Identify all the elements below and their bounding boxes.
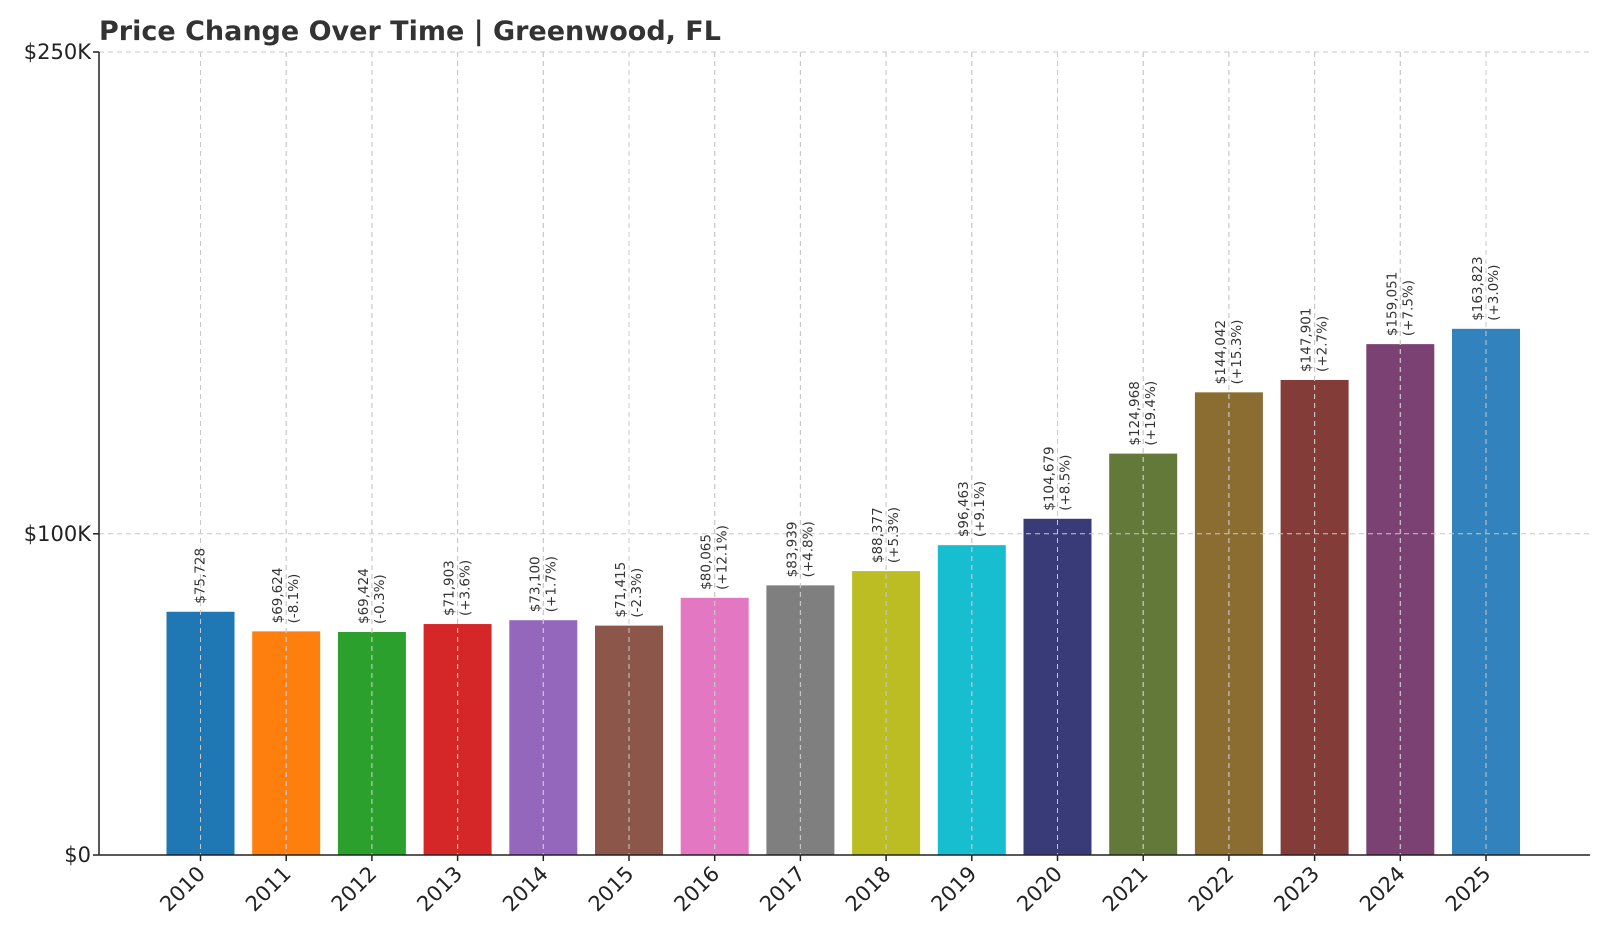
value-label: $71,415 [613, 562, 629, 618]
x-tick-label: 2025 [1441, 862, 1496, 917]
bar-2016 [680, 597, 749, 855]
change-label: (+12.1%) [715, 525, 731, 590]
value-label: $147,901 [1299, 308, 1315, 372]
value-label: $83,939 [784, 522, 800, 578]
value-label: $96,463 [956, 481, 972, 537]
change-label: (+3.6%) [458, 560, 474, 616]
x-tick-label: 2011 [241, 862, 296, 917]
change-label: (-0.3%) [372, 574, 388, 624]
bar-2024 [1366, 344, 1435, 855]
bar-2010 [166, 611, 235, 855]
value-label: $163,823 [1470, 256, 1486, 320]
value-label: $69,624 [270, 568, 286, 624]
value-label: $88,377 [870, 507, 886, 563]
change-label: (-8.1%) [286, 574, 302, 624]
x-tick-label: 2014 [498, 862, 553, 917]
x-tick-label: 2024 [1355, 862, 1410, 917]
chart-title: Price Change Over Time | Greenwood, FL [99, 16, 721, 47]
change-label: (+5.3%) [886, 507, 902, 563]
value-label: $159,051 [1384, 272, 1400, 336]
value-label: $104,679 [1042, 446, 1058, 510]
change-label: (-2.3%) [629, 568, 645, 618]
data-label-layer: $75,728 $69,624 (-8.1%) $69,424 (-0.3%) $71,9… [193, 256, 1503, 624]
change-label: (+9.1%) [972, 481, 988, 537]
x-tick-label: 2018 [841, 862, 896, 917]
change-label: (+8.5%) [1058, 455, 1074, 511]
x-tick-label: 2016 [669, 862, 724, 917]
y-tick-label: $0 [64, 843, 91, 867]
x-tick-label: 2010 [155, 862, 210, 917]
change-label: (+15.3%) [1229, 320, 1245, 385]
value-label: $75,728 [193, 548, 209, 604]
value-label: $80,065 [699, 534, 715, 590]
change-label: (+2.7%) [1315, 316, 1331, 372]
change-label: (+19.4%) [1143, 381, 1159, 446]
value-label: $73,100 [527, 556, 543, 612]
x-tick-label: 2022 [1184, 862, 1239, 917]
change-label: (+4.8%) [800, 521, 816, 577]
x-tick-label: 2021 [1098, 862, 1153, 917]
y-tick-label: $250K [24, 40, 92, 64]
x-tick-label: 2019 [927, 862, 982, 917]
value-label: $71,903 [442, 560, 458, 616]
x-tick-label: 2023 [1269, 862, 1324, 917]
x-tick-label: 2015 [584, 862, 639, 917]
x-tick-label: 2012 [327, 862, 382, 917]
change-label: (+3.0%) [1486, 265, 1502, 321]
change-label: (+1.7%) [543, 556, 559, 612]
x-tick-label: 2013 [412, 862, 467, 917]
y-tick-label: $100K [24, 522, 92, 546]
change-label: (+7.5%) [1400, 280, 1416, 336]
value-label: $124,968 [1127, 381, 1143, 445]
value-label: $144,042 [1213, 320, 1229, 384]
x-tick-label: 2020 [1012, 862, 1067, 917]
x-tick-label: 2017 [755, 862, 810, 917]
grid-layer [99, 51, 1590, 855]
value-label: $69,424 [356, 568, 372, 624]
